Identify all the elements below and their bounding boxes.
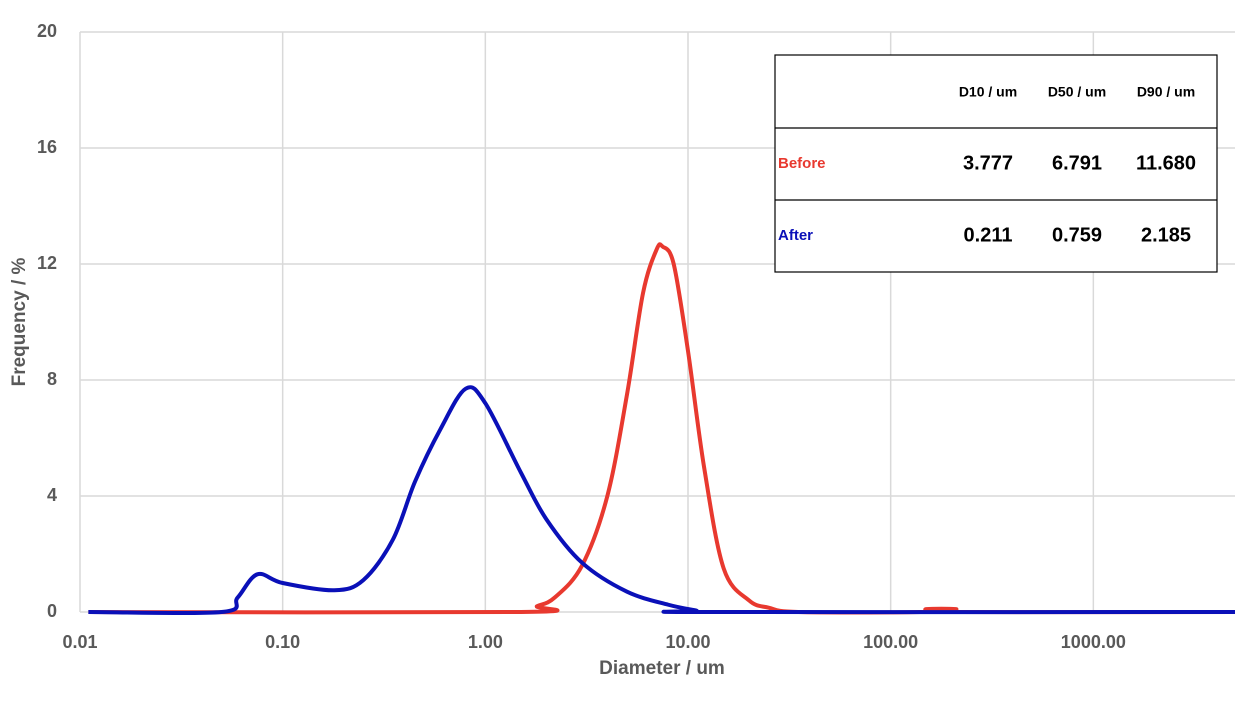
y-tick-label: 12 [37, 253, 57, 273]
y-tick-label: 20 [37, 21, 57, 41]
x-tick-label: 1.00 [468, 632, 503, 652]
series-line [88, 385, 1236, 616]
y-tick-label: 8 [47, 369, 57, 389]
table-row-label: Before [778, 155, 826, 172]
table-cell: 6.791 [1052, 152, 1102, 174]
table-box [774, 54, 1218, 273]
table-header: D10 / um [959, 84, 1017, 100]
table-row-label: After [778, 227, 813, 244]
x-tick-label: 0.10 [265, 632, 300, 652]
table-cell: 11.680 [1136, 152, 1196, 174]
series-line [88, 242, 1236, 615]
table-cell: 0.211 [964, 224, 1013, 246]
x-tick-label: 1000.00 [1061, 632, 1126, 652]
table-header: D90 / um [1137, 84, 1195, 100]
x-tick-label: 10.00 [665, 632, 710, 652]
table-cell: 0.759 [1052, 224, 1102, 246]
table-cell: 2.185 [1141, 224, 1191, 246]
x-axis-title: Diameter / um [599, 658, 725, 679]
x-tick-label: 0.01 [62, 632, 97, 652]
table-cell: 3.777 [963, 152, 1013, 174]
x-tick-label: 100.00 [863, 632, 918, 652]
y-axis-title: Frequency / % [9, 257, 30, 386]
y-tick-label: 0 [47, 601, 57, 621]
table-header: D50 / um [1048, 84, 1106, 100]
y-tick-label: 16 [37, 137, 57, 157]
y-tick-label: 4 [47, 485, 57, 505]
